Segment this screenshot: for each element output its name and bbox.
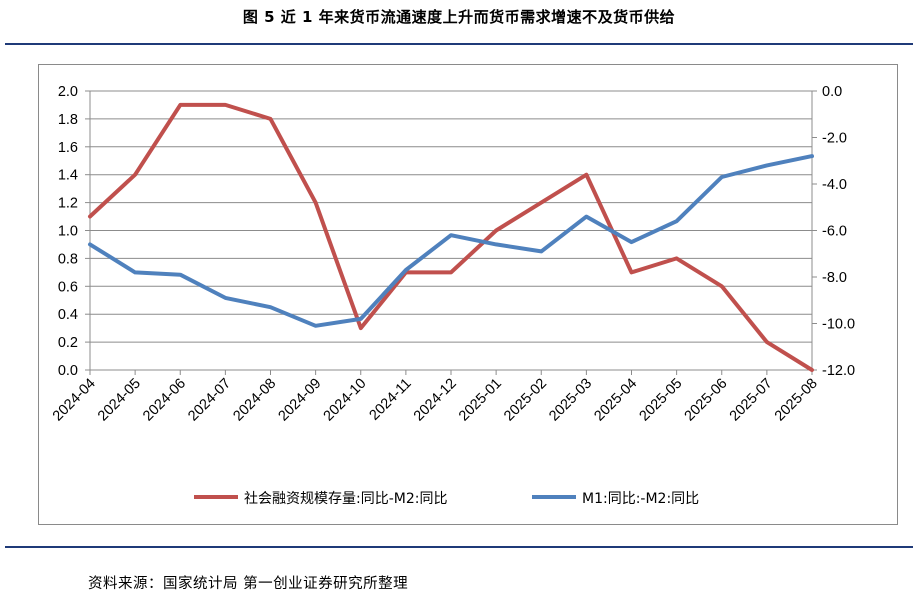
right-tick-label: -2.0 (822, 131, 847, 147)
top-rule (5, 43, 913, 45)
right-tick-label: 0.0 (822, 84, 842, 100)
left-tick-label: 2.0 (58, 84, 78, 100)
x-tick-label: 2025-03 (546, 376, 595, 425)
legend: 社会融资规模存量:同比-M2:同比 M1:同比:-M2:同比 (194, 491, 699, 507)
left-y-axis: 0.0 0.2 0.4 0.6 0.8 1.0 1.2 1.4 1.6 1.8 2.0 (58, 84, 91, 379)
grid-lines (90, 90, 812, 371)
x-tick-label: 2024-06 (140, 376, 189, 425)
x-tick-label: 2024-04 (50, 376, 99, 425)
x-tick-label: 2025-06 (682, 376, 731, 425)
right-y-axis: -12.0 -10.0 -8.0 -6.0 -4.0 -2.0 0.0 (811, 84, 855, 379)
bottom-rule (5, 546, 913, 548)
right-tick-label: -4.0 (822, 177, 847, 193)
figure-title: 图 5 近 1 年来货币流通速度上升而货币需求增速不及货币供给 (242, 8, 676, 26)
x-tick-label: 2025-02 (501, 376, 550, 425)
x-tick-label: 2024-10 (321, 376, 370, 425)
left-tick-label: 1.2 (58, 196, 78, 212)
x-tick-label: 2024-05 (95, 376, 144, 425)
x-tick-label: 2024-09 (276, 376, 325, 425)
x-axis: 2024-042024-052024-062024-072024-082024-… (50, 369, 821, 425)
x-tick-label: 2024-12 (411, 376, 460, 425)
left-tick-label: 0.0 (58, 363, 78, 379)
series-line-m1-m2 (88, 154, 814, 328)
x-tick-label: 2025-05 (637, 376, 686, 425)
legend-label: M1:同比:-M2:同比 (582, 491, 699, 507)
series-lines (88, 102, 814, 372)
x-tick-label: 2024-11 (367, 376, 415, 424)
x-tick-label: 2024-08 (230, 376, 279, 425)
left-tick-label: 0.6 (58, 279, 78, 295)
line-chart: 0.00.20.40.60.81.01.21.41.61.82.0 -12.0-… (50, 84, 855, 507)
left-tick-label: 0.4 (58, 307, 78, 323)
series-line-social-financing (88, 102, 814, 372)
legend-label: 社会融资规模存量:同比-M2:同比 (244, 491, 447, 507)
left-tick-label: 0.2 (58, 335, 78, 351)
x-tick-label: 2024-07 (185, 376, 234, 425)
left-tick-label: 1.8 (58, 112, 78, 128)
left-tick-label: 1.4 (58, 168, 78, 184)
x-tick-label: 2025-07 (727, 376, 776, 425)
right-tick-label: -8.0 (822, 270, 847, 286)
source-note: 资料来源：国家统计局 第一创业证券研究所整理 (88, 576, 409, 592)
left-tick-label: 1.0 (58, 224, 78, 240)
chart-frame (38, 64, 898, 525)
x-tick-label: 2025-01 (456, 376, 505, 425)
x-tick-label: 2025-08 (772, 376, 821, 425)
right-tick-label: -6.0 (822, 224, 847, 240)
x-tick-label: 2025-04 (591, 376, 640, 425)
left-tick-label: 0.8 (58, 251, 78, 267)
left-tick-label: 1.6 (58, 140, 78, 156)
right-tick-label: -10.0 (822, 317, 855, 333)
right-tick-label: -12.0 (822, 363, 855, 379)
